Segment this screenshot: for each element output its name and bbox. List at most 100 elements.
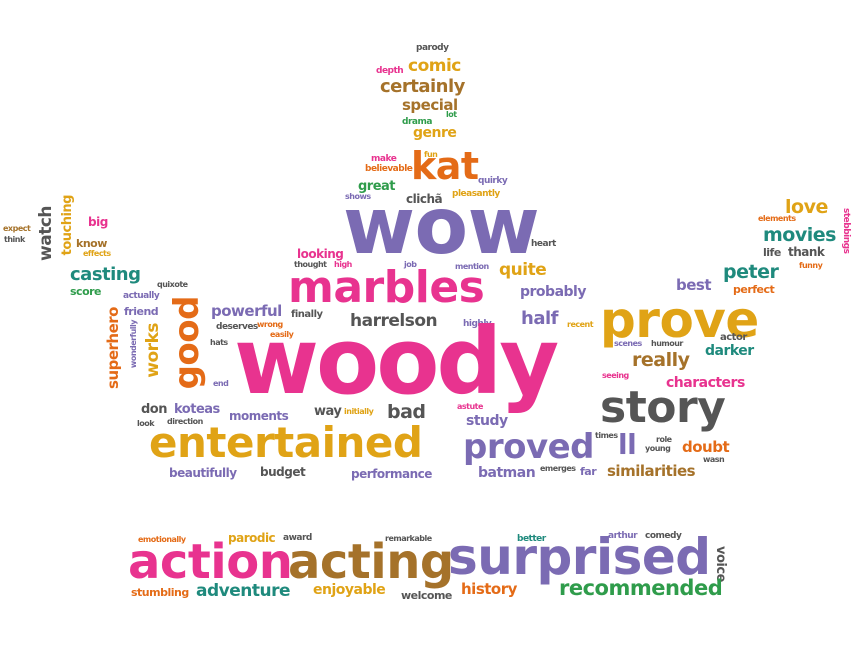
word-batman: batman — [478, 465, 536, 481]
word-study: study — [466, 413, 508, 429]
word-lot: lot — [446, 110, 457, 119]
word-astute: astute — [457, 402, 483, 411]
word-stebbings: stebbings — [841, 208, 851, 254]
word-marbles: marbles — [288, 262, 485, 313]
word-half: half — [521, 308, 558, 329]
word-similarities: similarities — [607, 462, 696, 480]
word-fun: fun — [424, 150, 438, 159]
word-look: look — [137, 419, 155, 428]
word-arthur: arthur — [608, 531, 638, 541]
word-emerges: emerges — [540, 464, 576, 473]
word-quirky: quirky — [478, 176, 508, 186]
word-looking: looking — [297, 247, 344, 261]
word-peter: peter — [723, 261, 779, 283]
word-prove: prove — [600, 291, 759, 349]
word-koteas: koteas — [174, 402, 220, 417]
word-really: really — [632, 349, 690, 371]
word-love: love — [785, 196, 828, 218]
word-characters: characters — [666, 375, 745, 391]
word-scenes: scenes — [614, 339, 642, 348]
word-woody: woody — [234, 308, 559, 415]
word-better: better — [517, 534, 546, 544]
word-performance: performance — [351, 467, 432, 481]
word-humour: humour — [651, 339, 683, 348]
word-watch: watch — [36, 206, 56, 261]
word-initially: initially — [344, 407, 374, 416]
word-works: works — [143, 323, 163, 378]
word-life: life — [763, 246, 781, 259]
word-young: young — [645, 444, 671, 453]
word-believable: believable — [365, 164, 413, 174]
word-actor: actor — [720, 332, 747, 343]
word-history: history — [461, 580, 517, 598]
word-genre: genre — [413, 125, 457, 141]
word-acting: acting — [288, 534, 454, 590]
word-voice: voice — [713, 546, 728, 582]
word-quite: quite — [499, 260, 547, 280]
word-certainly: certainly — [380, 76, 465, 97]
word-budget: budget — [260, 465, 306, 479]
word-best: best — [676, 276, 712, 294]
word-seeing: seeing — [602, 371, 629, 380]
word-actually: actually — [123, 291, 160, 301]
word-casting: casting — [70, 264, 141, 285]
word-parodic: parodic — [228, 531, 276, 545]
word-thank: thank — [788, 245, 825, 259]
word-recommended: recommended — [559, 576, 723, 600]
word-entertained: entertained — [149, 418, 423, 467]
word-comedy: comedy — [645, 531, 682, 541]
word-way: way — [314, 404, 342, 419]
word-shows: shows — [345, 192, 371, 201]
word-emotionally: emotionally — [138, 535, 186, 544]
word-action: action — [128, 534, 293, 590]
word-good: good — [167, 296, 207, 390]
word-depth: depth — [376, 66, 404, 76]
word-score: score — [70, 285, 102, 298]
word-stumbling: stumbling — [131, 586, 189, 599]
word-drama: drama — [402, 117, 432, 127]
word-direction: direction — [167, 417, 203, 426]
word-friend: friend — [124, 305, 159, 318]
word-kat: kat — [411, 144, 479, 188]
word-movies: movies — [763, 224, 836, 246]
word-adventure: adventure — [196, 581, 291, 601]
word-beautifully: beautifully — [169, 466, 237, 480]
word-parody: parody — [416, 43, 449, 53]
word-thought: thought — [294, 260, 327, 269]
word-touching: touching — [60, 195, 75, 256]
word-recent: recent — [567, 320, 594, 329]
word-wasn: wasn — [703, 455, 725, 464]
word-heart: heart — [531, 239, 556, 249]
word-story: story — [600, 382, 726, 433]
word-comic: comic — [408, 56, 461, 76]
word-welcome: welcome — [401, 589, 452, 602]
word-hats: hats — [210, 338, 228, 347]
word-quixote: quixote — [157, 280, 188, 289]
word-ll: ll — [618, 428, 637, 461]
word-far: far — [580, 465, 597, 478]
word-darker: darker — [705, 343, 754, 359]
word-cliche: clichã — [406, 192, 443, 206]
word-wow: wow — [343, 182, 540, 272]
word-easily: easily — [270, 330, 294, 339]
word-doubt: doubt — [682, 438, 730, 456]
word-end: end — [213, 379, 229, 388]
word-elements: elements — [758, 214, 796, 223]
word-expect: expect — [3, 224, 31, 233]
word-superhero: superhero — [104, 307, 122, 389]
word-role: role — [656, 435, 672, 444]
word-mention: mention — [455, 262, 489, 271]
word-great: great — [358, 179, 396, 194]
word-proved: proved — [463, 427, 595, 467]
word-bad: bad — [387, 401, 426, 423]
word-harrelson: harrelson — [350, 311, 438, 331]
word-wonderfully: wonderfully — [129, 320, 138, 369]
word-big: big — [88, 215, 108, 229]
word-make: make — [371, 154, 397, 164]
word-perfect: perfect — [733, 283, 775, 296]
word-deserves: deserves — [216, 322, 258, 332]
word-times: times — [595, 431, 618, 440]
word-highly: highly — [463, 319, 492, 329]
word-effects: effects — [83, 249, 111, 258]
